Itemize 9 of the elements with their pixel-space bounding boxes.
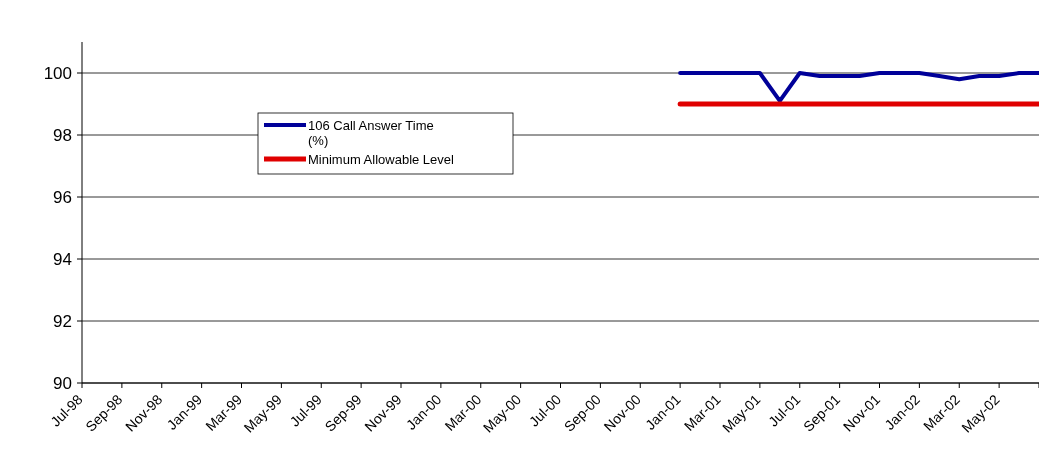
y-tick-label: 92: [53, 311, 72, 331]
legend-label: Minimum Allowable Level: [308, 151, 455, 167]
y-tick-label: 100: [43, 63, 72, 83]
line-series: [678, 71, 1039, 103]
y-tick-label: 90: [53, 373, 72, 393]
y-tick-label: 96: [53, 187, 72, 207]
legend-label: 106 Call Answer Time (%): [308, 117, 434, 148]
y-tick-label: 94: [53, 249, 72, 269]
y-tick-label: 98: [53, 125, 72, 145]
